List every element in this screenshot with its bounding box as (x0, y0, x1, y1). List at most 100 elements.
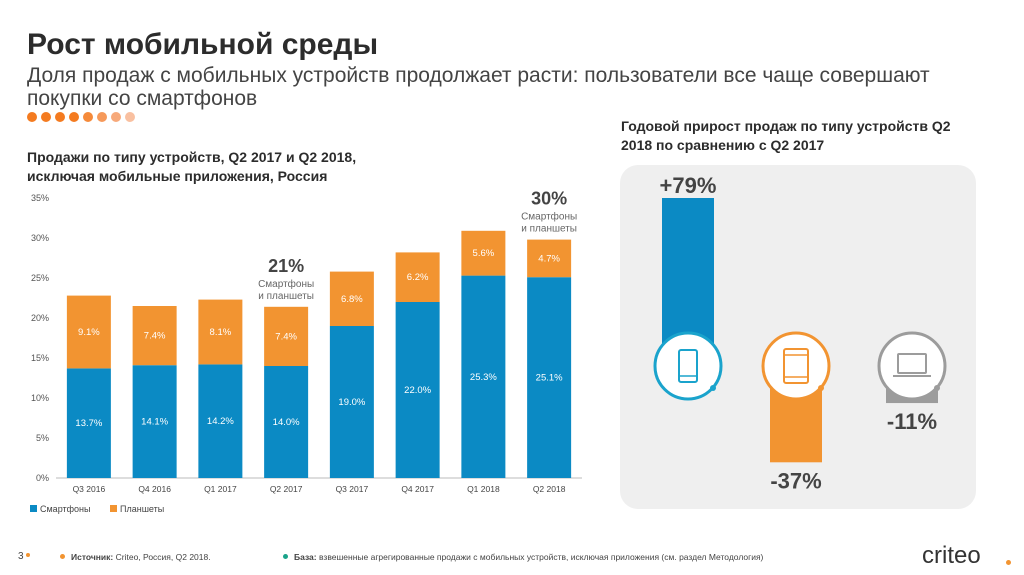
bar-smartphones (132, 365, 177, 478)
source-text: Criteo, Россия, Q2 2018. (115, 552, 211, 562)
legend-swatch (110, 505, 117, 512)
right-chart-title: Годовой прирост продаж по типу устройств… (621, 117, 981, 155)
decorative-dot (97, 112, 107, 122)
bar-label-tablets: 7.4% (275, 331, 297, 342)
x-tick-label: Q2 2017 (270, 484, 303, 494)
legend-label: Планшеты (120, 504, 164, 514)
base-note: База: взвешенные агрегированные продажи … (294, 552, 763, 562)
decorative-dot (111, 112, 121, 122)
total-annotation-line1: Смартфоны (521, 211, 577, 223)
total-annotation-value: 21% (268, 256, 304, 276)
bar-smartphones (527, 277, 572, 478)
total-annotation-line2: и планшеты (258, 291, 314, 302)
left-chart-title: Продажи по типу устройств, Q2 2017 и Q2 … (27, 148, 427, 186)
bar-smartphones (395, 302, 440, 478)
decorative-dot (125, 112, 135, 122)
base-label: База: (294, 552, 317, 562)
criteo-logo-dot (1006, 560, 1011, 565)
bar-smartphones (198, 364, 243, 478)
bar-tablets (132, 306, 177, 366)
total-annotation-value: 30% (531, 189, 567, 209)
x-tick-label: Q1 2017 (204, 484, 237, 494)
base-dot-icon (283, 554, 288, 559)
bar-tablets (198, 299, 243, 365)
x-tick-label: Q4 2017 (401, 484, 434, 494)
growth-label: +79% (660, 173, 717, 198)
x-tick-label: Q1 2018 (467, 484, 500, 494)
bar-tablets (395, 252, 440, 302)
right-chart-title-text: Годовой прирост продаж по типу устройств… (621, 118, 951, 153)
y-tick-label: 30% (31, 233, 49, 243)
y-tick-label: 15% (31, 353, 49, 363)
y-tick-label: 25% (31, 273, 49, 283)
icon-ring (653, 331, 723, 401)
total-annotation-line2: и планшеты (521, 224, 577, 235)
bar-label-tablets: 8.1% (210, 327, 232, 338)
decorative-dot (27, 112, 37, 122)
growth-label: -11% (887, 409, 937, 434)
bar-label-smartphones: 19.0% (338, 397, 365, 408)
decorative-dot (69, 112, 79, 122)
page-number-dot (26, 553, 30, 557)
page-number: 3 (18, 551, 24, 562)
bar-smartphones (264, 366, 309, 478)
bar-label-tablets: 4.7% (538, 253, 560, 264)
bar-tablets (264, 306, 309, 366)
x-tick-label: Q3 2016 (73, 484, 106, 494)
y-tick-label: 20% (31, 313, 49, 323)
y-tick-label: 35% (31, 193, 49, 203)
legend-label: Смартфоны (40, 504, 90, 514)
source-dot-icon (60, 554, 65, 559)
icon-ring-dot (934, 385, 940, 391)
left-chart-title-text: Продажи по типу устройств, Q2 2017 и Q2 … (27, 149, 357, 184)
page-title: Рост мобильной среды (27, 28, 379, 61)
decorative-dots (27, 112, 135, 124)
bar-label-smartphones: 25.3% (470, 372, 497, 383)
bar-smartphones (461, 275, 506, 478)
bar-tablets (66, 295, 111, 369)
bar-label-tablets: 6.8% (341, 294, 363, 305)
decorative-dot (55, 112, 65, 122)
laptop-icon (897, 353, 927, 374)
bar-label-tablets: 7.4% (144, 331, 166, 342)
criteo-logo: criteo (922, 542, 981, 569)
decorative-dot (41, 112, 51, 122)
footer: 3 Источник: Criteo, Россия, Q2 2018. Баз… (0, 540, 1024, 575)
bar-label-smartphones: 13.7% (75, 418, 102, 429)
page-subtitle: Доля продаж с мобильных устройств продол… (27, 64, 930, 110)
bar-label-smartphones: 14.2% (207, 416, 234, 427)
source-label: Источник: (71, 552, 114, 562)
tablet-icon (783, 348, 809, 384)
x-tick-label: Q4 2016 (138, 484, 171, 494)
source-note: Источник: Criteo, Россия, Q2 2018. (71, 552, 211, 562)
bar-tablets (329, 271, 374, 326)
bar-label-tablets: 5.6% (473, 248, 495, 259)
smartphone-icon (678, 349, 698, 383)
decorative-dot (83, 112, 93, 122)
icon-ring (877, 331, 947, 401)
legend-swatch (30, 505, 37, 512)
x-tick-label: Q2 2018 (533, 484, 566, 494)
y-tick-label: 10% (31, 393, 49, 403)
y-tick-label: 5% (36, 433, 49, 443)
bar-smartphones (329, 326, 374, 478)
bar-tablets (461, 230, 506, 276)
bar-label-tablets: 6.2% (407, 272, 429, 283)
icon-ring (761, 331, 831, 401)
bar-label-smartphones: 14.1% (141, 417, 168, 428)
icon-ring-dot (818, 385, 824, 391)
total-annotation-line1: Смартфоны (258, 278, 314, 290)
growth-label: -37% (770, 468, 821, 493)
bar-label-tablets: 9.1% (78, 327, 100, 338)
bar-label-smartphones: 14.0% (273, 417, 300, 428)
base-text: взвешенные агрегированные продажи с моби… (319, 552, 764, 562)
bar-label-smartphones: 25.1% (536, 373, 563, 384)
bar-smartphones (66, 368, 111, 478)
x-tick-label: Q3 2017 (336, 484, 369, 494)
y-tick-label: 0% (36, 473, 49, 483)
bar-label-smartphones: 22.0% (404, 385, 431, 396)
icon-ring-dot (710, 385, 716, 391)
bar-tablets (527, 239, 572, 278)
